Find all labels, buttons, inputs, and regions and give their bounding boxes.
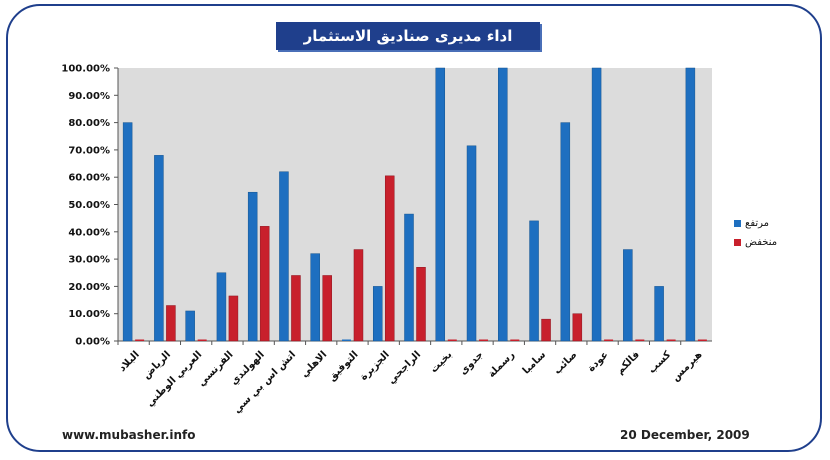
bar-down — [572, 313, 583, 342]
x-tick-label: بخيت — [428, 349, 454, 375]
bar-up — [560, 122, 571, 342]
legend-item-up: مرتفع — [734, 218, 777, 229]
x-tick-label: هيرمس — [670, 349, 704, 383]
legend-label-up: مرتفع — [745, 218, 770, 229]
x-tick-label: عودة — [586, 349, 611, 374]
x-tick-label: كسب — [647, 349, 674, 376]
bar-up — [154, 155, 164, 342]
bar-down-zero — [697, 339, 707, 341]
bar-down — [384, 175, 395, 342]
x-tick-label: التوفيق — [327, 349, 361, 383]
bar-up — [216, 272, 227, 342]
y-tick-label: 80.00% — [68, 118, 110, 129]
bar-up — [623, 249, 633, 342]
bar-down — [353, 249, 364, 342]
x-tick-label: سامبا — [521, 349, 548, 376]
bar-down — [416, 267, 426, 342]
legend-item-down: منخفض — [734, 237, 777, 248]
y-tick-label: 30.00% — [68, 255, 110, 266]
bar-down-zero — [510, 339, 520, 341]
bar-up — [529, 220, 539, 342]
x-tick-label: جدوى — [458, 349, 486, 377]
legend: مرتفع منخفض — [734, 218, 777, 256]
bar-up-zero — [341, 339, 351, 341]
plot-area — [118, 68, 712, 341]
y-tick-label: 50.00% — [68, 200, 110, 211]
bar-up — [279, 171, 289, 342]
x-tick-label: الاهلي — [299, 349, 329, 379]
bar-down-zero — [135, 339, 145, 341]
bar-up — [498, 67, 508, 342]
bar-down — [166, 305, 176, 342]
footer-website: www.mubasher.info — [62, 428, 196, 442]
bar-down — [228, 295, 239, 342]
bar-down-zero — [604, 339, 614, 341]
bar-up — [310, 253, 320, 342]
legend-swatch-up — [734, 220, 741, 227]
bar-up — [435, 67, 446, 342]
y-tick-label: 100.00% — [61, 64, 110, 75]
x-tick-label: البلاد — [117, 349, 142, 374]
bar-down-zero — [197, 339, 207, 341]
bar-down-zero — [635, 339, 645, 341]
y-tick-label: 70.00% — [68, 145, 110, 156]
bar-down-zero — [479, 339, 489, 341]
bar-up — [685, 67, 696, 342]
bar-up — [185, 310, 195, 342]
y-tick-label: 0.00% — [75, 337, 110, 348]
x-tick-label: العربي الوطني — [145, 349, 205, 409]
x-tick-label: صائب — [552, 349, 579, 376]
y-tick-label: 40.00% — [68, 227, 110, 238]
bar-up — [654, 286, 664, 342]
bar-up — [247, 191, 258, 342]
y-tick-label: 20.00% — [68, 282, 110, 293]
bar-up — [591, 67, 602, 342]
y-tick-label: 10.00% — [68, 309, 110, 320]
y-tick-label: 60.00% — [68, 173, 110, 184]
bar-down-zero — [666, 339, 676, 341]
bar-down-zero — [447, 339, 457, 341]
y-tick-label: 90.00% — [68, 91, 110, 102]
legend-label-down: منخفض — [745, 237, 778, 248]
x-tick-label: رسملة — [486, 349, 517, 380]
legend-swatch-down — [734, 239, 741, 246]
bar-down — [541, 318, 551, 342]
bar-up — [372, 286, 383, 342]
x-tick-label: اتش اس بي سي — [232, 349, 298, 415]
footer-date: 20 December, 2009 — [620, 428, 750, 442]
bar-down — [259, 226, 270, 342]
x-tick-label: الراجحي — [386, 349, 423, 386]
x-tick-label: فالكم — [615, 349, 642, 376]
bar-up — [404, 213, 414, 342]
bar-up — [122, 122, 133, 342]
bar-down — [291, 275, 301, 342]
bar-down — [322, 275, 332, 342]
bar-up — [466, 145, 477, 342]
